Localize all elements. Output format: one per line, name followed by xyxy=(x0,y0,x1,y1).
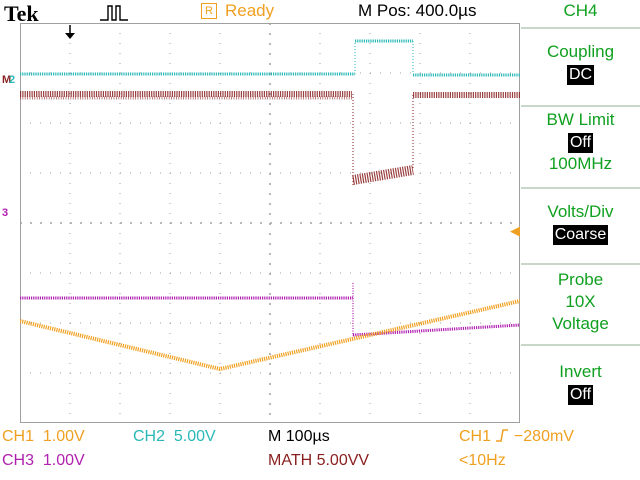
trigger-source: CH1 xyxy=(459,428,492,445)
acquisition-pulse-icon xyxy=(100,5,128,21)
probe-attenuation: 10X xyxy=(565,292,596,311)
ch2-ground-marker[interactable]: 2 xyxy=(9,74,16,86)
brand-logo: Tek xyxy=(4,1,39,26)
math-trace xyxy=(20,91,520,185)
trigger-level-marker[interactable]: ◀ xyxy=(510,223,520,238)
ch1-label: CH1 xyxy=(2,428,35,445)
bw-limit-frequency: 100MHz xyxy=(548,154,613,173)
menu-divider xyxy=(521,344,640,346)
menu-item-bw-limit[interactable]: BW Limit Off 100MHz xyxy=(521,109,640,175)
volts-div-value: Coarse xyxy=(552,225,609,245)
ch2-label: CH2 xyxy=(133,428,166,445)
menu-divider xyxy=(521,105,640,107)
math-scale-readout: MATH 5.00VV xyxy=(268,452,370,469)
ch3-ground-marker[interactable]: 3 xyxy=(2,207,9,219)
ch2-trace xyxy=(20,39,520,77)
menu-divider xyxy=(521,187,640,189)
ch1-scale: 1.00V xyxy=(42,428,85,445)
menu-item-probe[interactable]: Probe 10X Voltage xyxy=(521,269,640,335)
ch3-scale: 1.00V xyxy=(42,452,85,469)
menu-item-coupling[interactable]: Coupling DC xyxy=(521,41,640,85)
run-status-text: Ready xyxy=(225,1,275,20)
menu-item-label: BW Limit xyxy=(546,110,615,129)
trigger-position-arrow xyxy=(65,25,75,39)
ch3-scale-readout: CH3 1.00V xyxy=(2,451,85,471)
menu-item-volts-div[interactable]: Volts/Div Coarse xyxy=(521,201,640,245)
timebase-readout: M 100µs xyxy=(268,428,330,445)
menu-divider xyxy=(521,263,640,265)
waveform-display[interactable] xyxy=(20,23,520,423)
ch1-scale-readout: CH1 1.00V xyxy=(2,427,85,447)
menu-title: CH4 xyxy=(563,1,598,20)
trigger-frequency-readout: <10Hz xyxy=(459,452,506,469)
math-ground-marker[interactable]: M xyxy=(2,74,12,86)
ch3-trace xyxy=(20,283,520,337)
ch3-label: CH3 xyxy=(2,452,35,469)
menu-item-label: Probe xyxy=(557,270,604,289)
bw-limit-value: Off xyxy=(567,133,594,153)
menu-divider xyxy=(521,27,640,29)
menu-item-label: Invert xyxy=(559,362,602,381)
coupling-value: DC xyxy=(566,65,595,85)
run-status-badge: R xyxy=(201,3,217,19)
ch2-scale: 5.00V xyxy=(173,428,216,445)
menu-item-label: Coupling xyxy=(546,42,615,61)
trigger-level: −280mV xyxy=(513,428,574,445)
rising-edge-icon xyxy=(496,429,509,442)
probe-type: Voltage xyxy=(552,314,609,333)
menu-item-invert[interactable]: Invert Off xyxy=(521,361,640,405)
invert-value: Off xyxy=(567,385,594,405)
ch2-scale-readout: CH2 5.00V xyxy=(133,427,216,447)
trigger-readout: CH1 −280mV xyxy=(459,427,574,447)
menu-item-label: Volts/Div xyxy=(547,202,614,221)
graticule-grid xyxy=(20,23,520,423)
horizontal-position-readout: M Pos: 400.0µs xyxy=(358,1,477,20)
ch1-trace xyxy=(20,299,520,372)
